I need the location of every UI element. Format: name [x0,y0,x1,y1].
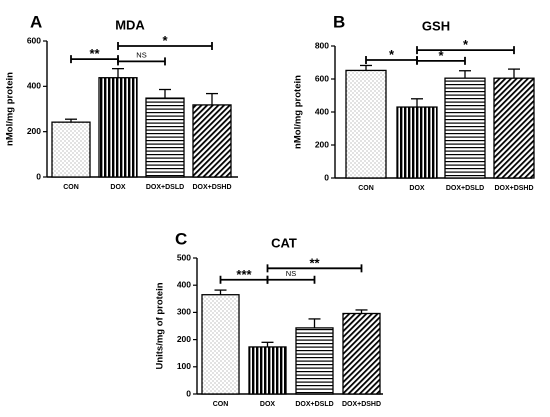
significance-label: ** [89,46,100,61]
y-tick-label: 400 [315,106,329,116]
y-tick-label: 200 [315,139,329,149]
y-tick-label: 400 [177,279,191,289]
y-tick-label: 600 [27,35,41,45]
significance-label: * [162,33,168,48]
y-axis-label: Units/mg of protein [155,282,166,369]
x-tick-label: CON [358,185,374,192]
significance-label: ** [309,255,320,270]
x-tick-label: DOX+DSHD [192,184,231,191]
x-tick-label: CON [63,184,79,191]
y-tick-label: 800 [315,40,329,50]
y-axis-label: nMol/mg protein [5,72,16,146]
x-tick-label: DOX+DSHD [342,401,381,408]
y-tick-label: 600 [315,73,329,83]
y-tick-label: 400 [27,81,41,91]
bar-con [345,69,387,179]
x-tick-label: DOX [110,184,126,191]
bar-dox-dshd [342,312,381,395]
bar-con [201,294,240,395]
y-axis-label: nMol/mg protein [293,75,304,149]
bar-dox-dsld [145,97,185,178]
chart-panel-c: C CAT Units/mg of protein 0 100 200 300 400 500 C… [155,229,383,408]
bar-dox [396,106,438,179]
bar-dox-dsld [295,327,334,395]
bar-dox-dsld [444,77,486,179]
y-tick-label: 0 [324,172,329,182]
chart-panel-b: B GSH nMol/mg protein 0 200 400 600 800 CON DOX DO… [293,12,535,192]
x-tick-label: CON [213,401,229,408]
significance-label: * [463,37,469,52]
significance-label: * [389,47,395,62]
y-tick-label: 100 [177,361,191,371]
panel-letter: C [175,229,187,248]
chart-title: CAT [271,235,297,250]
y-tick-label: 200 [177,334,191,344]
bar-dox [98,77,138,178]
x-tick-label: DOX+DSLD [146,184,184,191]
panel-letter: B [333,12,345,31]
bar-con [51,121,91,178]
panel-letter: A [30,12,42,31]
x-tick-label: DOX+DSLD [446,185,484,192]
chart-title: GSH [422,18,450,33]
chart-panel-a: A MDA nMol/mg protein 0 200 400 600 CON DOX DOX+D… [5,12,238,191]
significance-label: *** [236,267,252,282]
y-tick-label: 0 [186,388,191,398]
y-tick-label: 0 [36,171,41,181]
y-tick-label: 300 [177,307,191,317]
y-tick-label: 500 [177,252,191,262]
significance-label: NS [286,269,296,278]
significance-label: * [438,48,444,63]
significance-label: NS [136,50,146,59]
y-tick-label: 200 [27,126,41,136]
bar-dox-dshd [192,104,232,178]
bar-dox-dshd [493,77,535,179]
x-tick-label: DOX+DSHD [494,185,533,192]
x-tick-label: DOX [409,185,425,192]
chart-title: MDA [115,17,145,32]
x-tick-label: DOX [260,401,276,408]
x-tick-label: DOX+DSLD [295,401,333,408]
bar-dox [248,346,287,395]
